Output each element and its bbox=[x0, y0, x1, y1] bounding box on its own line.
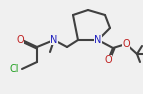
Text: Cl: Cl bbox=[9, 64, 19, 74]
Text: N: N bbox=[50, 35, 58, 45]
Text: O: O bbox=[104, 55, 112, 65]
Text: O: O bbox=[16, 35, 24, 45]
Text: N: N bbox=[94, 35, 102, 45]
Text: O: O bbox=[122, 39, 130, 49]
